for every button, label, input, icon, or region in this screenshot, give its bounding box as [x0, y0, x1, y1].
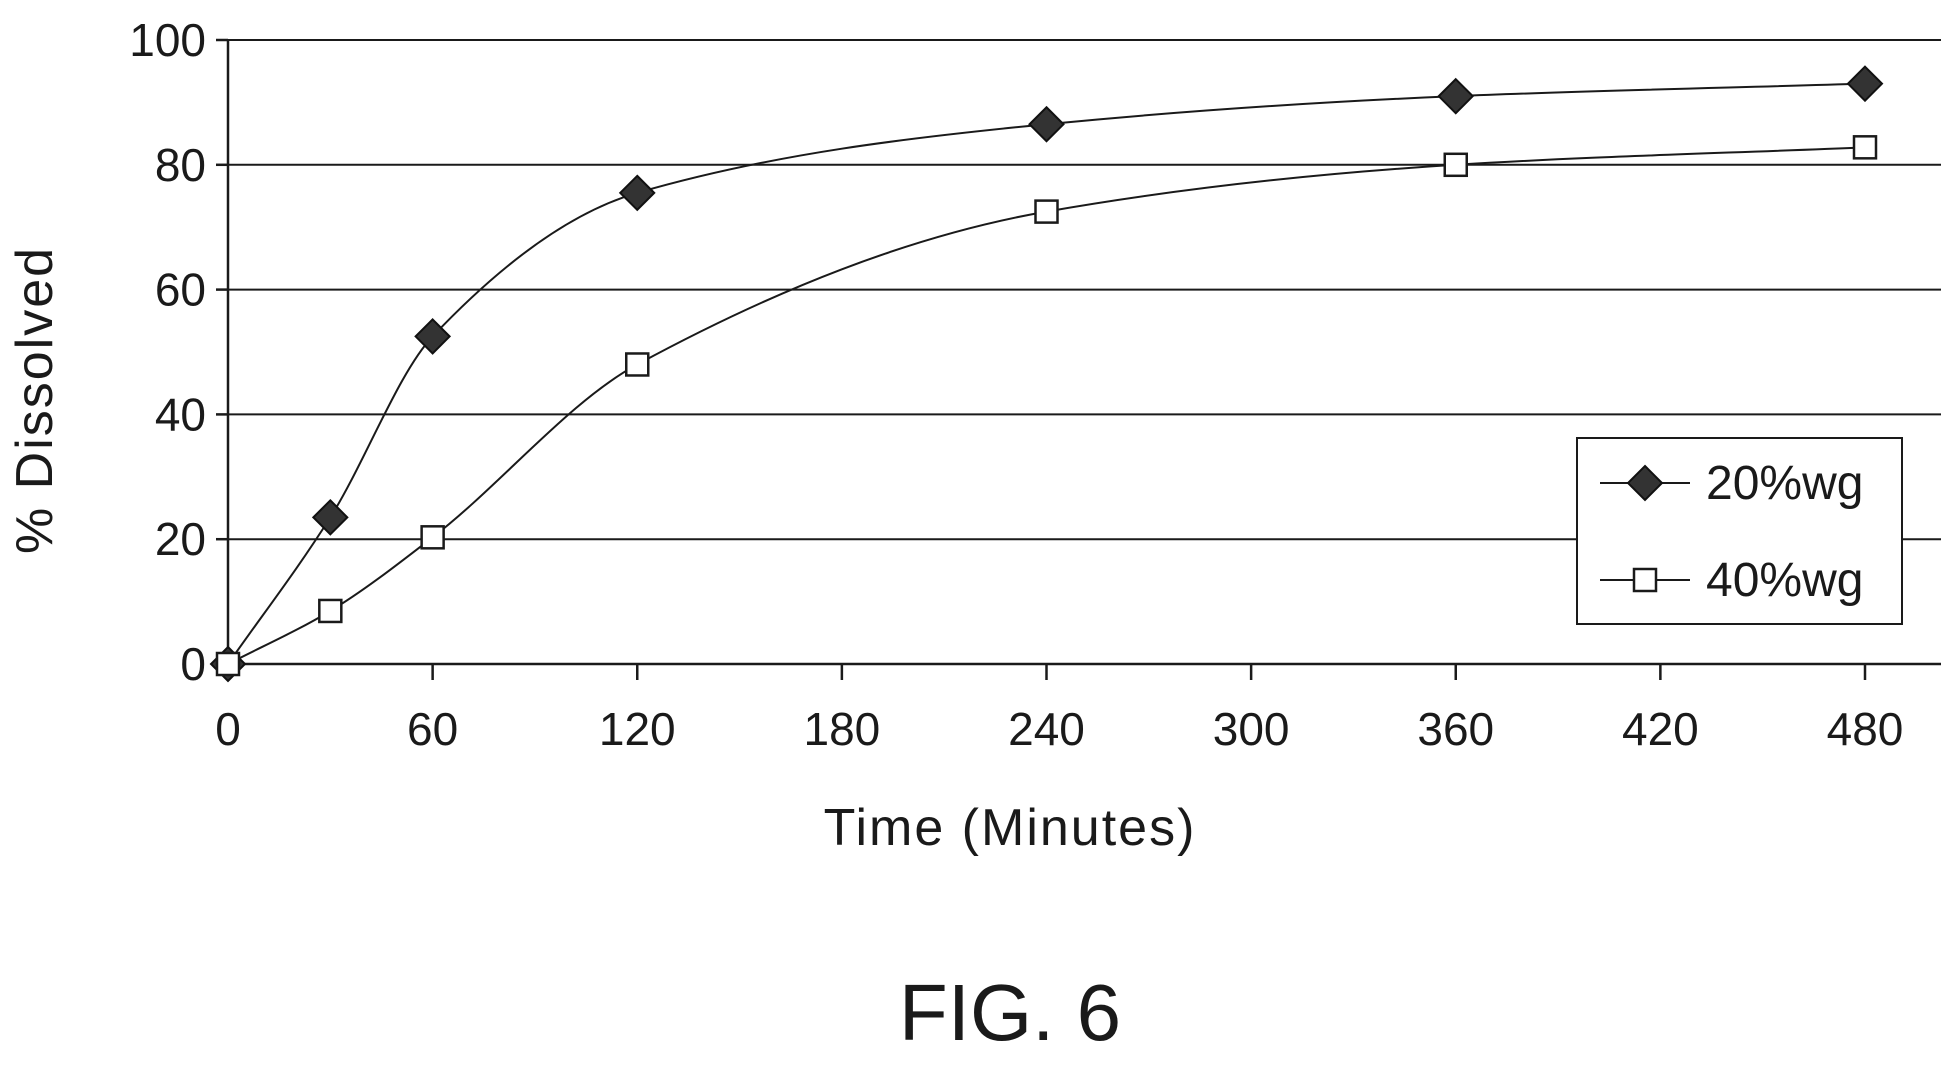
series-2-point-60: [420, 525, 445, 550]
series-1-point-480: [1846, 65, 1884, 103]
x-tick-label-360: 360: [1417, 703, 1494, 755]
y-axis-title: % Dissolved: [6, 246, 64, 554]
x-tick-label-60: 60: [407, 703, 458, 755]
series-2-point-0: [215, 651, 241, 677]
y-tick-label-60: 60: [155, 264, 206, 316]
legend-marker-2: [1632, 567, 1658, 593]
x-axis-title: Time (Minutes): [824, 799, 1197, 857]
x-tick-label-240: 240: [1008, 703, 1085, 755]
x-tick-label-420: 420: [1622, 703, 1699, 755]
series-group: [209, 65, 1884, 683]
x-tick-label-300: 300: [1213, 703, 1290, 755]
series-2-point-120: [625, 352, 650, 377]
series-2-point-360: [1443, 152, 1468, 178]
y-tick-label-40: 40: [155, 388, 206, 440]
series-1-point-240: [1028, 105, 1065, 143]
series-2-line: [227, 146, 1866, 665]
legend-label-2: 40%wg: [1706, 554, 1863, 607]
legend-box: [1576, 437, 1903, 625]
legend-label-1: 20%wg: [1706, 457, 1863, 510]
series-2-point-30: [318, 598, 343, 624]
legend-marker-1: [1626, 464, 1664, 502]
y-tick-label-0: 0: [180, 638, 206, 690]
legend: 20%wg 40%wg: [1576, 437, 1903, 625]
x-tick-label-480: 480: [1827, 703, 1904, 755]
y-tick-label-80: 80: [155, 139, 206, 191]
series-2-point-480: [1852, 135, 1878, 160]
series-1-point-360: [1437, 77, 1475, 115]
figure-label: FIG. 6: [899, 968, 1121, 1057]
tick-labels: 0 20 40 60 80 100 0 60 120 180 240 300 360 420 480: [129, 14, 1903, 755]
series-1-line: [227, 82, 1866, 665]
series-1-point-60: [414, 317, 452, 355]
y-tick-label-100: 100: [129, 14, 206, 66]
x-tick-label-120: 120: [599, 703, 676, 755]
series-2-point-240: [1034, 199, 1059, 224]
y-tick-label-20: 20: [155, 513, 206, 565]
series-1-point-120: [618, 174, 656, 212]
x-tick-label-0: 0: [215, 703, 241, 755]
series-2: [215, 135, 1878, 677]
series-1-point-30: [311, 498, 349, 536]
x-tick-label-180: 180: [804, 703, 881, 755]
